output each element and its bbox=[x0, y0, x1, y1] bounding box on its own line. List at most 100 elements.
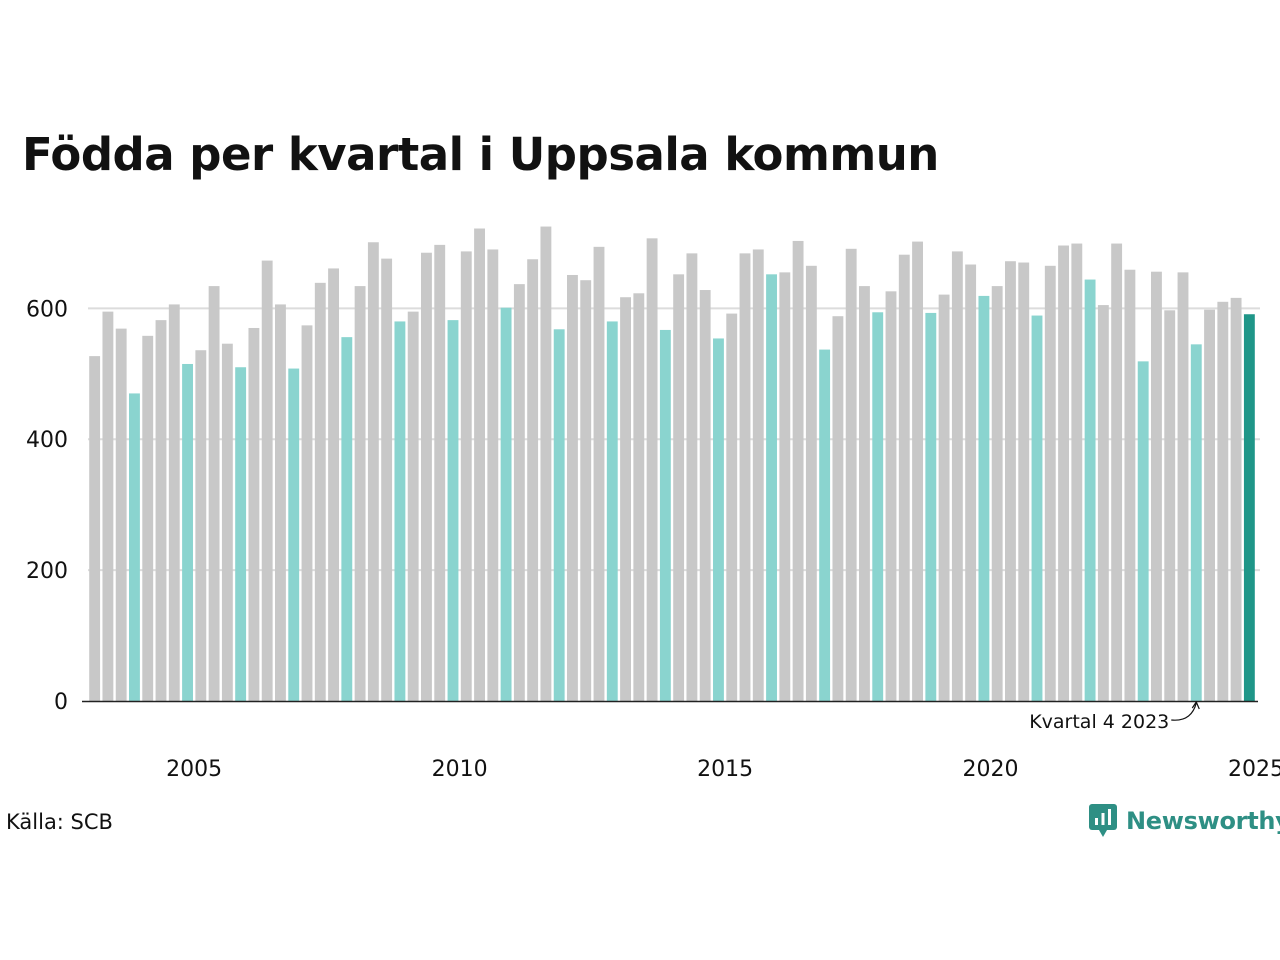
bar bbox=[540, 226, 552, 701]
bar bbox=[859, 286, 870, 701]
bar bbox=[221, 343, 233, 701]
bar bbox=[726, 313, 738, 701]
bar bbox=[1005, 261, 1016, 701]
annotation: Kvartal 4 2023 bbox=[1029, 700, 1200, 733]
bar bbox=[474, 228, 485, 701]
source-note: Källa: SCB bbox=[6, 810, 113, 834]
x-tick-label: 2010 bbox=[432, 757, 488, 782]
bar bbox=[89, 356, 101, 701]
brand-name: Newsworthy bbox=[1126, 807, 1280, 835]
bar bbox=[248, 327, 260, 701]
bar bbox=[421, 252, 432, 702]
bars bbox=[89, 226, 1255, 702]
bar bbox=[460, 251, 472, 702]
annotation-arrow bbox=[1171, 702, 1197, 721]
bar bbox=[845, 248, 857, 701]
bar bbox=[593, 246, 605, 701]
y-tick-label: 400 bbox=[26, 428, 68, 453]
bar bbox=[142, 335, 154, 701]
bar bbox=[938, 294, 950, 701]
bar bbox=[102, 311, 114, 701]
bar bbox=[168, 304, 180, 701]
bar bbox=[1058, 245, 1069, 701]
x-tick-label: 2025 bbox=[1228, 757, 1280, 782]
bar bbox=[872, 312, 884, 701]
bar bbox=[208, 286, 220, 701]
bar bbox=[1111, 243, 1123, 701]
bar bbox=[965, 264, 977, 701]
bar bbox=[646, 238, 658, 702]
bar bbox=[301, 325, 313, 701]
bar bbox=[129, 393, 140, 701]
newsworthy-logo-icon bbox=[1089, 804, 1117, 837]
bar bbox=[1018, 262, 1030, 701]
annotation-arrowhead bbox=[1191, 700, 1200, 710]
bar bbox=[752, 249, 764, 701]
bar bbox=[314, 282, 326, 701]
x-axis-ticks: 2005 2010 2015 2020 2025 bbox=[166, 757, 1280, 782]
bar bbox=[819, 349, 831, 701]
bar bbox=[434, 244, 446, 701]
bar bbox=[1204, 309, 1215, 701]
bar bbox=[898, 254, 910, 701]
bar bbox=[500, 307, 512, 701]
x-tick-label: 2015 bbox=[697, 757, 753, 782]
y-tick-label: 200 bbox=[26, 559, 68, 584]
bar bbox=[288, 368, 300, 701]
y-tick-label: 0 bbox=[54, 690, 68, 715]
bar bbox=[673, 274, 685, 701]
bar bbox=[1151, 271, 1162, 701]
chart-title: Födda per kvartal i Uppsala kommun bbox=[22, 128, 939, 181]
bar bbox=[1190, 344, 1202, 701]
bar bbox=[155, 320, 167, 701]
bar bbox=[766, 274, 777, 701]
bar bbox=[115, 328, 127, 701]
bar bbox=[553, 329, 565, 701]
bar bbox=[1243, 314, 1255, 701]
bar bbox=[713, 338, 724, 701]
bar bbox=[487, 249, 499, 701]
bar bbox=[699, 290, 711, 701]
bar bbox=[328, 268, 339, 701]
bar bbox=[951, 251, 963, 702]
x-tick-label: 2005 bbox=[166, 757, 222, 782]
bar bbox=[1031, 315, 1043, 701]
bar bbox=[1164, 310, 1176, 701]
bar bbox=[805, 265, 817, 701]
bar bbox=[182, 363, 193, 701]
bar bbox=[832, 316, 844, 701]
bar bbox=[195, 350, 207, 701]
bar bbox=[567, 274, 578, 701]
y-axis-ticks: 0 200 400 600 bbox=[26, 297, 68, 715]
x-tick-label: 2020 bbox=[963, 757, 1019, 782]
bar bbox=[606, 321, 618, 701]
bar bbox=[1097, 305, 1109, 701]
bar bbox=[792, 240, 804, 701]
bar bbox=[633, 293, 645, 701]
bar bbox=[1084, 279, 1096, 701]
bar bbox=[1230, 297, 1242, 701]
bar bbox=[739, 253, 751, 702]
bar bbox=[354, 286, 366, 701]
bar bbox=[686, 253, 698, 702]
bar bbox=[381, 258, 393, 701]
bar bbox=[925, 312, 937, 701]
bar bbox=[341, 337, 353, 701]
y-tick-label: 600 bbox=[26, 297, 68, 322]
brand-logo: Newsworthy bbox=[1088, 803, 1280, 839]
bar bbox=[261, 260, 273, 701]
bar bbox=[235, 367, 247, 701]
bar bbox=[1177, 272, 1189, 701]
bar bbox=[513, 284, 525, 701]
bar bbox=[978, 295, 990, 701]
bar bbox=[394, 321, 406, 701]
bar bbox=[447, 320, 459, 701]
bar bbox=[580, 280, 592, 701]
bar bbox=[527, 259, 539, 701]
bar bbox=[659, 329, 671, 701]
bar bbox=[912, 241, 923, 701]
bar bbox=[779, 272, 791, 701]
bar bbox=[1044, 265, 1056, 701]
bar bbox=[1124, 269, 1136, 701]
